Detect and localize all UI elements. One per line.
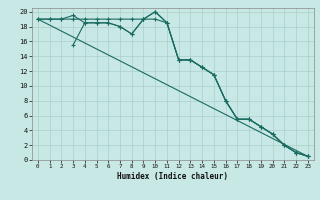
X-axis label: Humidex (Indice chaleur): Humidex (Indice chaleur) [117,172,228,181]
